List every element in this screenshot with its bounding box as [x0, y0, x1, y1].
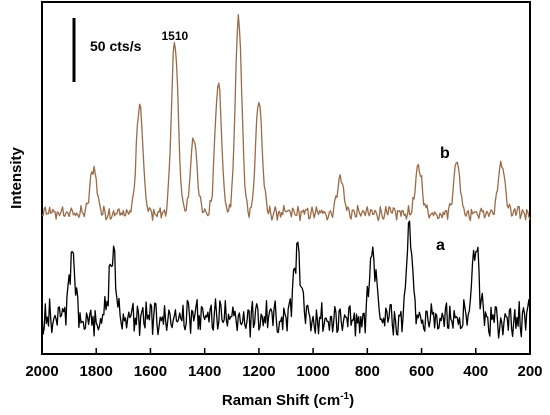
y-axis-title: Intensity [8, 147, 25, 209]
series-line-b [41, 13, 531, 222]
x-axis-title-end: ) [349, 392, 354, 409]
x-tick-label-200: 200 [517, 363, 542, 380]
x-axis-title: Raman Shift (cm-1) [222, 391, 354, 409]
x-tick-label-1000: 1000 [296, 363, 329, 380]
x-axis-ticks: 2000 1800 1600 1400 1200 1000 800 600 400 200 [25, 348, 543, 380]
series-label-a: a [436, 237, 445, 254]
scale-bar-label: 50 cts/s [90, 38, 142, 54]
x-tick-label-1400: 1400 [188, 363, 221, 380]
x-tick-label-1200: 1200 [242, 363, 275, 380]
x-axis-title-sup: -1 [340, 391, 349, 402]
series-layer [41, 13, 531, 339]
plot-frame [41, 1, 531, 355]
x-tick-label-400: 400 [463, 363, 488, 380]
x-axis-title-main: Raman Shift (cm [222, 392, 340, 409]
peak-label-1510: 1510 [161, 29, 188, 43]
x-tick-label-2000: 2000 [25, 363, 58, 380]
x-tick-label-1800: 1800 [80, 363, 113, 380]
x-tick-label-800: 800 [355, 363, 380, 380]
series-label-b: b [440, 145, 450, 162]
x-tick-label-600: 600 [409, 363, 434, 380]
series-line-a [41, 220, 531, 339]
x-tick-label-1600: 1600 [134, 363, 167, 380]
